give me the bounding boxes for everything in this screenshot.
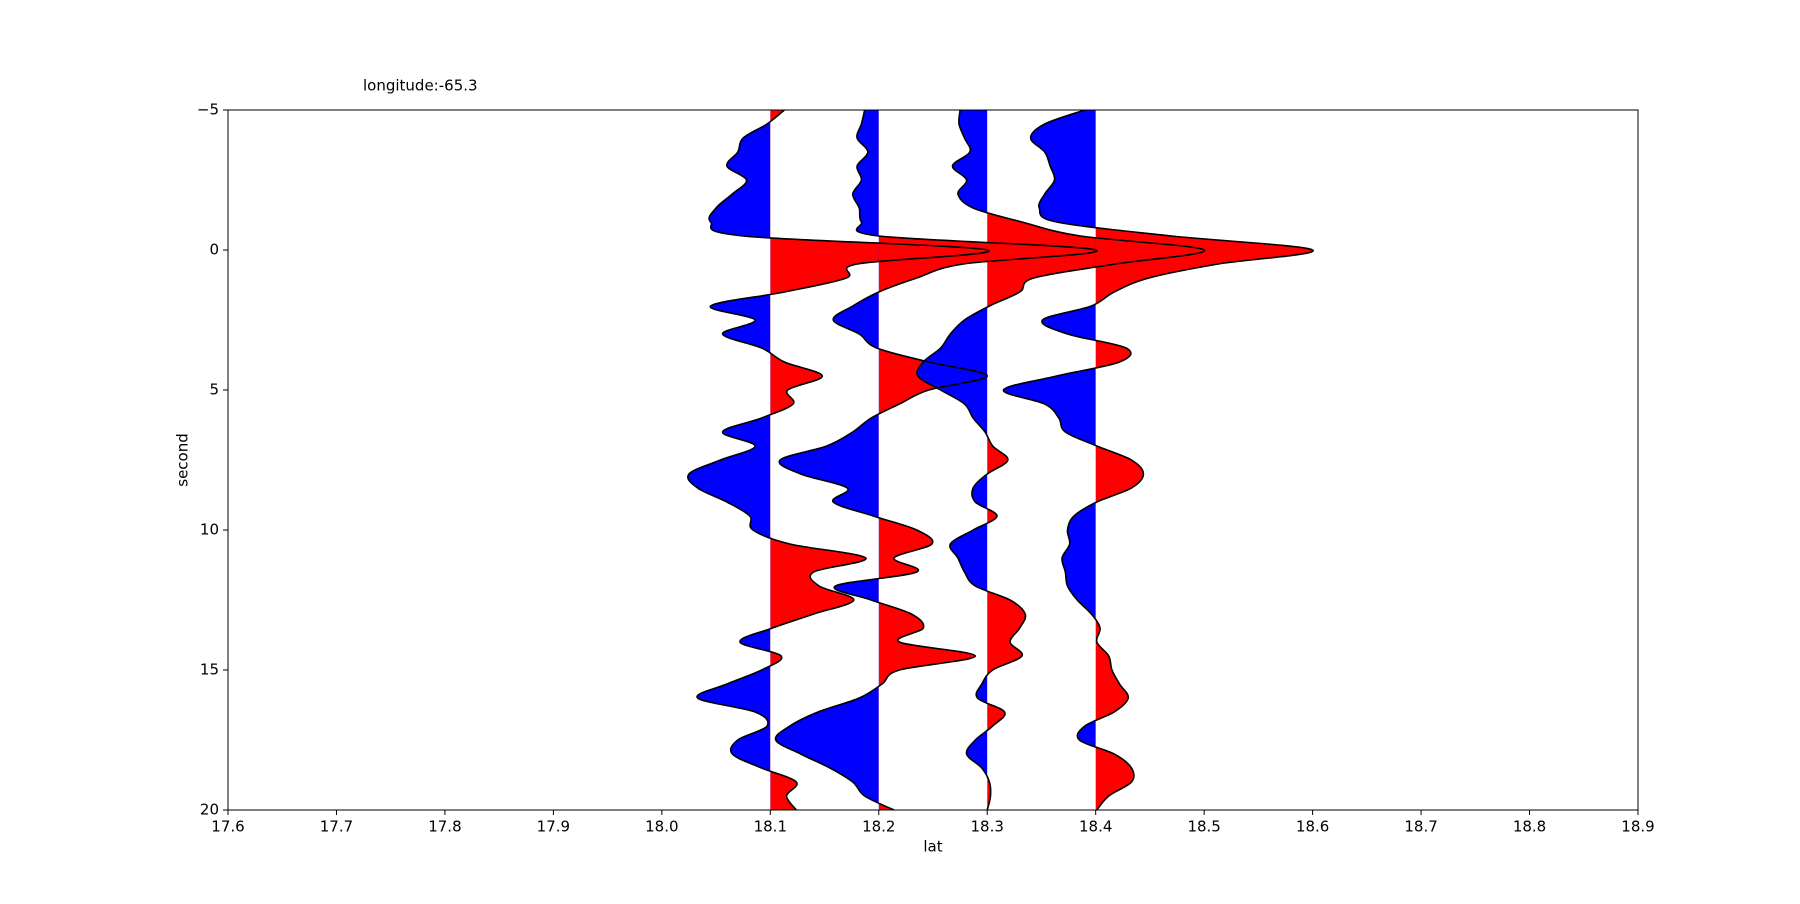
trace-line [1002,110,1314,810]
chart-title: longitude:-65.3 [363,77,478,95]
trace-line [774,110,1098,810]
trace-line [687,110,990,810]
negative-fill [687,121,771,772]
y-tick-label: −5 [197,101,219,119]
x-tick-label: 18.7 [1404,818,1437,836]
x-tick-label: 18.1 [754,818,787,836]
x-tick-label: 18.8 [1513,818,1546,836]
y-tick-label: 20 [200,801,219,819]
x-tick-label: 18.2 [862,818,895,836]
x-axis-label: lat [923,838,942,856]
x-tick-label: 17.8 [428,818,461,836]
y-tick-label: 10 [200,521,219,539]
positive-fill [1095,227,1313,810]
y-tick-label: 5 [209,381,219,399]
negative-fill [775,110,879,810]
x-tick-label: 18.3 [971,818,1004,836]
negative-fill [1003,110,1096,810]
negative-fill [916,110,988,777]
x-tick-label: 17.7 [320,818,353,836]
traces [687,110,1314,810]
x-tick-label: 18.0 [645,818,678,836]
x-tick-label: 17.6 [211,818,244,836]
y-tick-label: 15 [200,661,219,679]
x-tick-label: 18.4 [1079,818,1112,836]
x-tick-label: 18.5 [1187,818,1220,836]
y-axis-label: second [174,433,192,487]
y-tick-label: 0 [209,241,219,259]
trace-line [916,110,1205,810]
x-tick-label: 17.9 [537,818,570,836]
x-tick-label: 18.6 [1296,818,1329,836]
x-tick-label: 18.9 [1621,818,1654,836]
plot-frame [227,109,1639,811]
